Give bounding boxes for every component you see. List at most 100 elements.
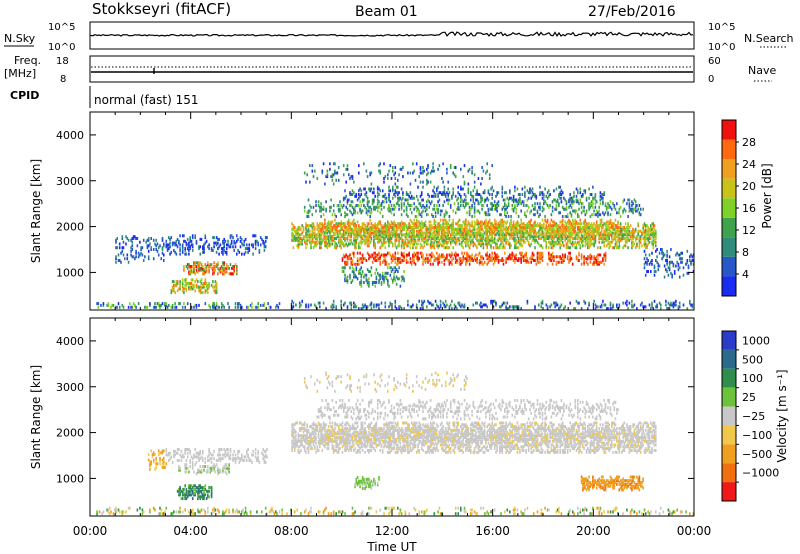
data-cell bbox=[521, 187, 524, 191]
data-cell bbox=[365, 238, 368, 242]
data-cell bbox=[390, 222, 393, 226]
data-cell bbox=[393, 204, 395, 207]
data-cell bbox=[331, 235, 334, 239]
data-cell bbox=[541, 226, 544, 229]
data-cell bbox=[646, 237, 648, 240]
data-cell bbox=[478, 211, 481, 215]
data-cell bbox=[354, 222, 356, 226]
data-cell bbox=[307, 235, 310, 239]
data-cell bbox=[383, 180, 385, 184]
data-cell bbox=[617, 238, 619, 242]
data-cell bbox=[276, 303, 278, 307]
data-cell bbox=[426, 259, 428, 262]
data-cell bbox=[564, 237, 566, 240]
data-cell bbox=[205, 270, 208, 274]
data-cell bbox=[142, 259, 145, 262]
data-cell bbox=[210, 263, 213, 267]
data-cell bbox=[655, 229, 657, 233]
data-cell bbox=[452, 220, 454, 224]
data-cell bbox=[394, 191, 397, 195]
data-cell bbox=[569, 257, 571, 261]
data-cell bbox=[344, 224, 346, 228]
data-cell bbox=[618, 211, 621, 215]
data-cell bbox=[412, 238, 414, 242]
data-cell bbox=[541, 205, 544, 209]
data-cell bbox=[527, 233, 530, 237]
data-cell bbox=[493, 226, 496, 229]
data-cell bbox=[257, 302, 259, 306]
data-cell bbox=[614, 244, 617, 248]
data-cell bbox=[583, 222, 585, 226]
data-cell bbox=[205, 266, 208, 270]
data-cell bbox=[415, 226, 418, 229]
data-cell bbox=[361, 209, 364, 213]
data-cell bbox=[397, 233, 399, 237]
data-cell bbox=[200, 281, 203, 285]
data-cell bbox=[212, 302, 214, 306]
data-cell bbox=[395, 226, 398, 229]
data-cell bbox=[614, 233, 617, 237]
data-cell bbox=[454, 211, 457, 215]
data-cell bbox=[341, 240, 344, 244]
data-cell bbox=[515, 238, 517, 242]
data-cell bbox=[577, 257, 579, 261]
data-cell bbox=[458, 227, 461, 231]
data-cell bbox=[298, 233, 301, 237]
data-cell bbox=[388, 233, 390, 237]
data-cell bbox=[643, 229, 646, 233]
data-cell bbox=[516, 204, 519, 207]
data-cell bbox=[378, 193, 380, 196]
data-cell bbox=[543, 235, 545, 239]
data-cell bbox=[394, 238, 397, 242]
data-cell bbox=[407, 226, 409, 229]
data-cell bbox=[549, 204, 551, 207]
data-cell bbox=[393, 255, 395, 259]
data-cell bbox=[512, 200, 515, 204]
data-cell bbox=[627, 224, 629, 228]
data-cell bbox=[502, 205, 505, 209]
data-cell bbox=[583, 260, 585, 264]
data-cell bbox=[458, 231, 461, 235]
data-cell bbox=[214, 280, 217, 284]
data-cell bbox=[150, 246, 152, 250]
data-cell bbox=[375, 233, 378, 237]
data-cell bbox=[173, 248, 175, 252]
data-cell bbox=[197, 280, 199, 284]
data-cell bbox=[478, 240, 481, 244]
data-cell bbox=[301, 224, 303, 228]
data-cell bbox=[320, 233, 322, 237]
data-cell bbox=[238, 302, 241, 306]
data-cell bbox=[548, 227, 550, 231]
data-cell bbox=[147, 257, 150, 261]
data-cell bbox=[623, 237, 626, 240]
data-cell bbox=[426, 238, 428, 242]
data-cell bbox=[509, 237, 511, 240]
data-cell bbox=[568, 233, 570, 237]
data-cell bbox=[511, 204, 514, 207]
data-cell bbox=[306, 224, 308, 228]
data-cell bbox=[404, 198, 407, 202]
data-cell bbox=[520, 226, 522, 229]
data-cell bbox=[403, 255, 405, 259]
data-cell bbox=[331, 173, 334, 177]
data-cell bbox=[559, 226, 561, 229]
data-cell bbox=[641, 231, 643, 235]
data-cell bbox=[506, 238, 509, 242]
data-cell bbox=[580, 205, 583, 209]
data-cell bbox=[405, 193, 408, 196]
data-cell bbox=[342, 237, 345, 240]
data-cell bbox=[146, 238, 149, 242]
data-cell bbox=[539, 233, 541, 237]
data-cell bbox=[368, 238, 370, 242]
data-cell bbox=[366, 200, 369, 204]
data-cell bbox=[433, 238, 436, 242]
data-cell bbox=[607, 220, 609, 224]
data-cell bbox=[520, 259, 522, 262]
data-cell bbox=[509, 253, 511, 257]
data-cell bbox=[466, 260, 468, 264]
data-cell bbox=[639, 240, 642, 244]
data-cell bbox=[412, 242, 414, 246]
data-cell bbox=[397, 244, 399, 248]
data-cell bbox=[449, 235, 452, 239]
data-cell bbox=[189, 266, 191, 270]
